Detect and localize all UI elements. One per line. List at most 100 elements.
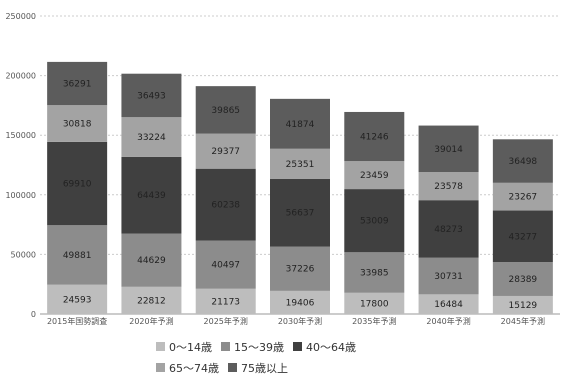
legend-label: 0〜14歳 [169, 340, 212, 354]
data-label: 39014 [434, 145, 463, 155]
data-label: 41246 [360, 133, 389, 143]
data-label: 36498 [509, 157, 538, 167]
bar-segment [47, 284, 108, 314]
data-label: 44629 [137, 256, 166, 266]
bar-segment [344, 161, 405, 190]
data-label: 23459 [360, 171, 389, 181]
legend-label: 65〜74歳 [169, 361, 219, 375]
bar-segment [344, 292, 405, 314]
data-label: 29377 [211, 147, 240, 157]
legend-item: 15〜39歳 [221, 339, 284, 355]
bar-segment [270, 290, 330, 314]
bar-segment [492, 262, 553, 296]
legend-label: 15〜39歳 [234, 340, 284, 354]
data-label: 48273 [434, 225, 463, 235]
data-label: 17800 [360, 299, 389, 309]
data-label: 24593 [63, 295, 92, 305]
data-label: 33224 [137, 133, 166, 143]
legend-swatch [221, 342, 230, 351]
x-tick-label: 2025年予測 [204, 316, 248, 326]
legend-swatch [228, 363, 237, 372]
bar-segment [418, 172, 479, 201]
legend-item: 75歳以上 [228, 360, 288, 376]
bar-segment [47, 225, 108, 285]
bar-segment [195, 168, 256, 241]
data-label: 49881 [63, 251, 92, 261]
data-label: 30818 [63, 120, 92, 130]
data-label: 15129 [509, 301, 538, 311]
data-label: 36493 [137, 91, 166, 101]
data-label: 25351 [286, 160, 315, 170]
bar-segment [270, 246, 330, 291]
bar-segment [121, 117, 182, 157]
data-label: 16484 [434, 300, 463, 310]
data-label: 28389 [509, 275, 538, 285]
data-label: 41874 [286, 120, 315, 130]
data-label: 22812 [137, 296, 166, 306]
bar-segment [121, 286, 182, 314]
x-tick-label: 2030年予測 [278, 316, 322, 326]
data-label: 23267 [509, 193, 538, 203]
legend: 0〜14歳 15〜39歳 40〜64歳 65〜74歳 75歳以上 [156, 336, 416, 378]
bar-segment [418, 294, 479, 314]
data-label: 40497 [211, 261, 240, 271]
data-label: 23578 [434, 182, 463, 192]
legend-swatch [156, 342, 165, 351]
x-tick-label: 2020年予測 [129, 316, 173, 326]
legend-item: 40〜64歳 [293, 339, 356, 355]
x-axis: 2015年国勢調査 2020年予測 2025年予測 2030年予測 2035年予測 204… [47, 316, 545, 326]
bar-segment [418, 125, 479, 173]
data-label: 56637 [286, 209, 315, 219]
bar-segment [270, 98, 330, 149]
bar-segment [418, 257, 479, 295]
data-label: 19406 [286, 298, 315, 308]
x-tick-label: 2035年予測 [352, 316, 396, 326]
bar-segment [195, 133, 256, 169]
bar-segment [418, 200, 479, 258]
legend-item: 65〜74歳 [156, 360, 219, 376]
data-label: 39865 [211, 106, 240, 116]
bar-segment [492, 210, 553, 263]
data-label: 30731 [434, 272, 463, 282]
bar-segment [344, 252, 405, 293]
y-tick-label: 150000 [5, 131, 36, 140]
y-tick-label: 50000 [11, 250, 36, 259]
legend-label: 75歳以上 [241, 361, 288, 375]
data-label: 36291 [63, 80, 92, 90]
bar-segment [47, 61, 108, 106]
bar-segment [344, 111, 405, 162]
legend-row: 0〜14歳 15〜39歳 40〜64歳 [156, 336, 416, 357]
data-label: 37226 [286, 265, 315, 275]
y-tick-label: 100000 [5, 191, 36, 200]
x-tick-label: 2045年予測 [501, 316, 545, 326]
bar-segment [121, 73, 182, 118]
bar-segment [121, 233, 182, 287]
bar-segment [195, 86, 256, 134]
bar-segment [195, 240, 256, 289]
data-label: 21173 [211, 297, 240, 307]
legend-swatch [156, 363, 165, 372]
x-tick-label: 2040年予測 [426, 316, 470, 326]
legend-row: 65〜74歳 75歳以上 [156, 357, 416, 378]
data-label: 60238 [211, 201, 240, 211]
bar-segment [47, 105, 108, 142]
data-label: 69910 [63, 180, 92, 190]
y-tick-label: 250000 [5, 12, 36, 21]
bar-segment [492, 182, 553, 211]
data-label: 43277 [509, 232, 538, 242]
legend-swatch [293, 342, 302, 351]
bar-segment [344, 189, 405, 253]
y-tick-label: 0 [31, 310, 36, 319]
bar-segment [195, 288, 256, 314]
bar-segment [270, 148, 330, 179]
x-tick-label: 2015年国勢調査 [47, 316, 107, 326]
legend-label: 40〜64歳 [306, 340, 356, 354]
bar-segment [492, 295, 553, 314]
y-tick-label: 200000 [5, 72, 36, 81]
legend-item: 0〜14歳 [156, 339, 212, 355]
bar-segment [270, 178, 330, 247]
bar-segment [492, 139, 553, 183]
bar-segment [121, 156, 182, 234]
data-label: 64439 [137, 191, 166, 201]
